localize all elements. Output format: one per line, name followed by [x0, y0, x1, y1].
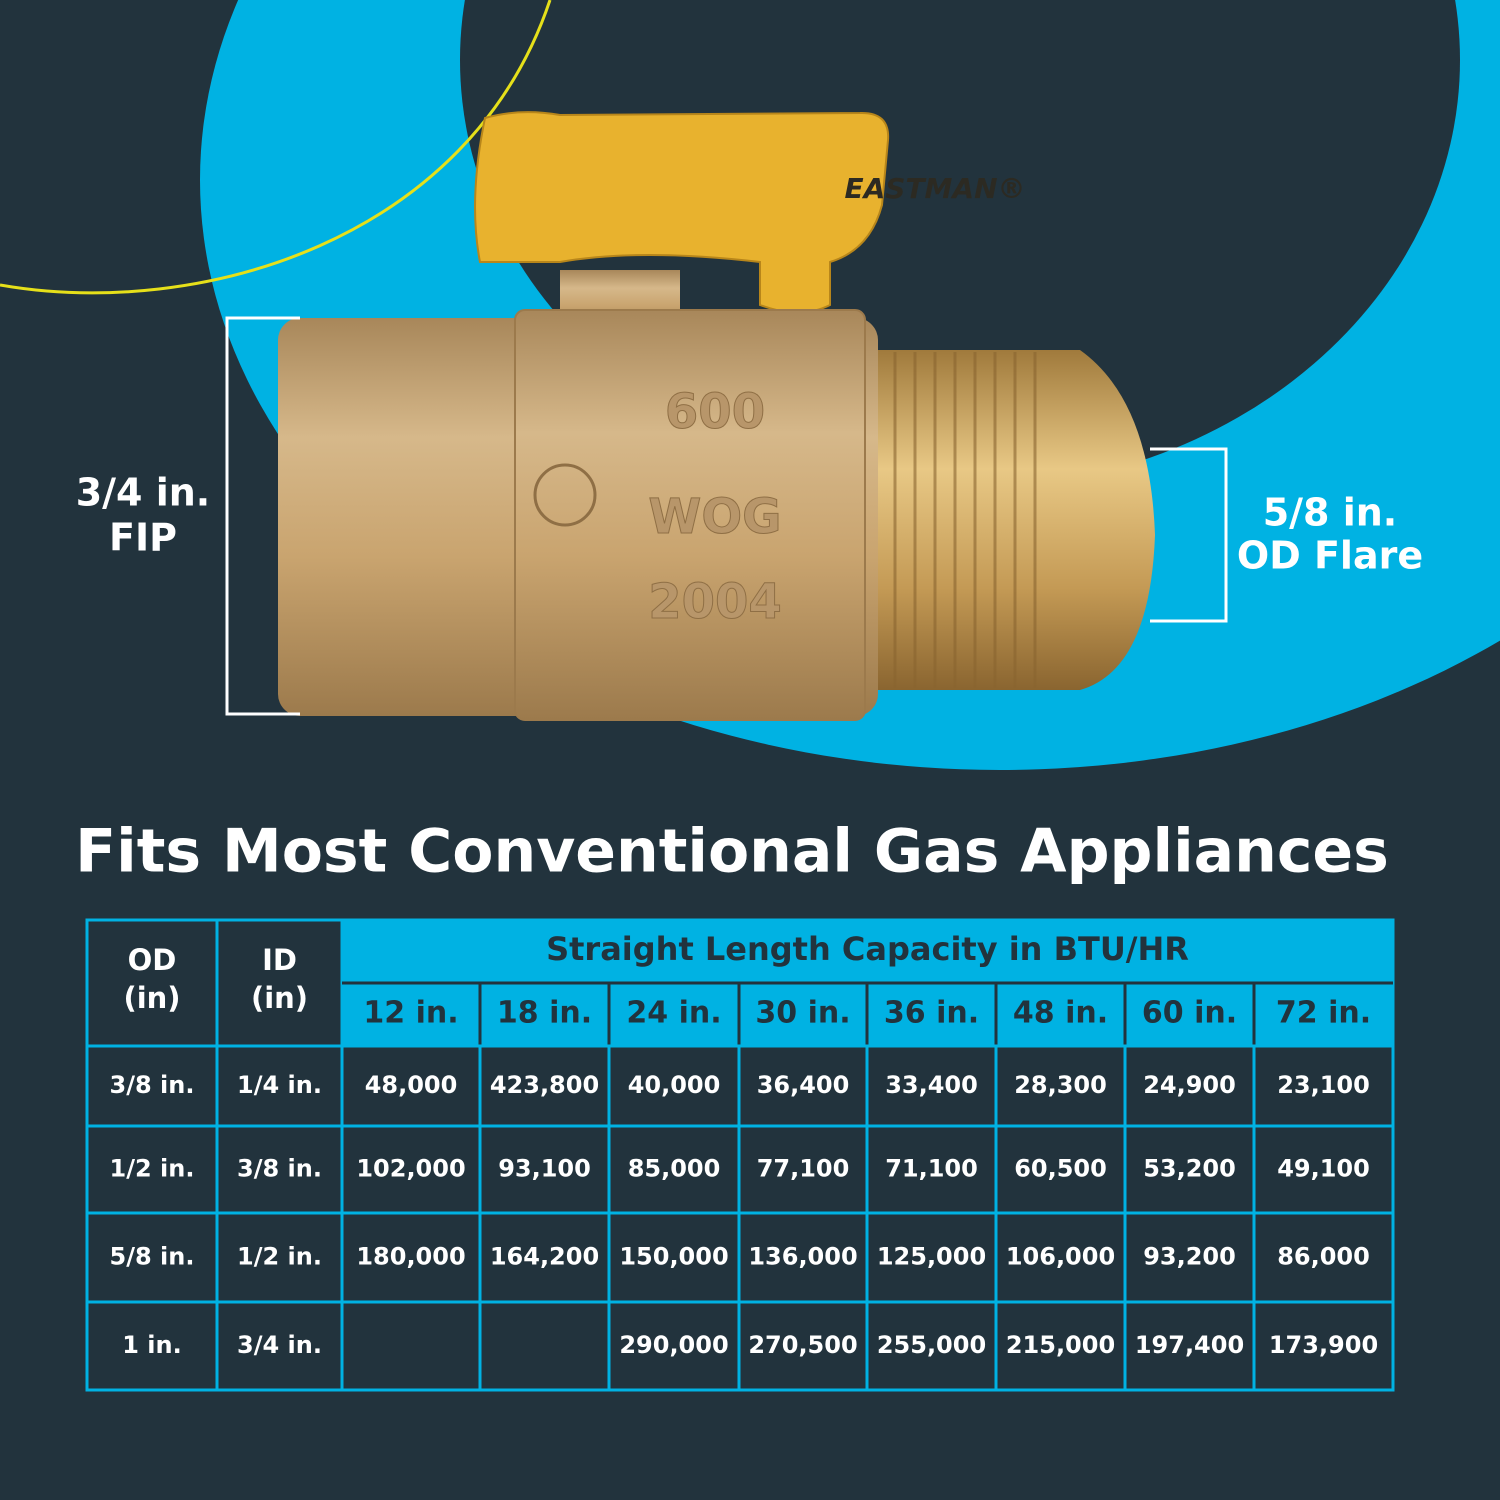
- length-header: 36 in.: [884, 996, 979, 1031]
- length-header: 12 in.: [363, 996, 458, 1031]
- left-bracket: [225, 316, 300, 716]
- table-cell: 5/8 in.: [110, 1243, 195, 1271]
- table-cell: 36,400: [757, 1071, 850, 1099]
- left-size: 3/4 in.: [76, 471, 211, 515]
- valve-flare: [870, 350, 1155, 690]
- length-header: 60 in.: [1142, 996, 1237, 1031]
- table-cell: 1/2 in.: [237, 1243, 322, 1271]
- table-cell: 197,400: [1135, 1331, 1244, 1359]
- cert-mark: [533, 463, 597, 527]
- table-cell: 150,000: [619, 1243, 728, 1271]
- length-header: 18 in.: [497, 996, 592, 1031]
- yellow-arc: [0, 0, 552, 295]
- table-cell: 93,100: [498, 1155, 591, 1183]
- table-cell: 3/8 in.: [237, 1155, 322, 1183]
- table-cell: 255,000: [877, 1331, 986, 1359]
- table-cell: 24,900: [1143, 1071, 1236, 1099]
- table-cell: 48,000: [365, 1071, 458, 1099]
- length-header: 72 in.: [1276, 996, 1371, 1031]
- length-header: 48 in.: [1013, 996, 1108, 1031]
- marking: 600: [665, 384, 765, 440]
- column-header-unit: (in): [123, 981, 180, 1015]
- table-cell: 71,100: [885, 1155, 978, 1183]
- table-cell: 49,100: [1277, 1155, 1370, 1183]
- group-header: Straight Length Capacity in BTU/HR: [546, 930, 1189, 968]
- table-cell: 102,000: [356, 1155, 465, 1183]
- table-cell: 3/4 in.: [237, 1331, 322, 1359]
- right-size: 5/8 in.: [1263, 491, 1398, 535]
- length-header: 24 in.: [626, 996, 721, 1031]
- table-cell: 23,100: [1277, 1071, 1370, 1099]
- table-cell: 270,500: [748, 1331, 857, 1359]
- valve: EASTMAN® 600 WOG 2004: [278, 111, 1155, 721]
- table-cell: 180,000: [356, 1243, 465, 1271]
- table-cell: 53,200: [1143, 1155, 1236, 1183]
- table-cell: 86,000: [1277, 1243, 1370, 1271]
- title: Fits Most Conventional Gas Appliances: [75, 817, 1389, 887]
- table-cell: 136,000: [748, 1243, 857, 1271]
- table-cell: 173,900: [1269, 1331, 1378, 1359]
- table-cell: 1 in.: [122, 1331, 181, 1359]
- threads: [893, 352, 1037, 688]
- table-cell: 1/2 in.: [110, 1155, 195, 1183]
- right-type: OD Flare: [1237, 534, 1423, 578]
- right-bracket: [1150, 447, 1228, 623]
- table-cell: 215,000: [1006, 1331, 1115, 1359]
- table-cell: 28,300: [1014, 1071, 1107, 1099]
- table-cell: 423,800: [490, 1071, 599, 1099]
- length-header: 30 in.: [755, 996, 850, 1031]
- brand: EASTMAN®: [844, 172, 1025, 205]
- table-cell: 125,000: [877, 1243, 986, 1271]
- table-cell: 85,000: [628, 1155, 721, 1183]
- column-header: OD: [128, 943, 177, 977]
- column-header-unit: (in): [251, 981, 308, 1015]
- table-cell: 1/4 in.: [237, 1071, 322, 1099]
- capacity-table: Straight Length Capacity in BTU/HR 12 in.…: [85, 918, 1395, 1392]
- table-cell: 164,200: [490, 1243, 599, 1271]
- table-cell: 40,000: [628, 1071, 721, 1099]
- marking: 2004: [648, 574, 782, 630]
- valve-center: [514, 309, 866, 721]
- table-cell: 290,000: [619, 1331, 728, 1359]
- table-cell: 33,400: [885, 1071, 978, 1099]
- marking: WOG: [648, 489, 781, 545]
- table-cell: 77,100: [757, 1155, 850, 1183]
- table-cell: 106,000: [1006, 1243, 1115, 1271]
- table-cell: 60,500: [1014, 1155, 1107, 1183]
- table-cell: 3/8 in.: [110, 1071, 195, 1099]
- left-type: FIP: [109, 516, 177, 560]
- column-header: ID: [262, 943, 297, 977]
- table-cell: 93,200: [1143, 1243, 1236, 1271]
